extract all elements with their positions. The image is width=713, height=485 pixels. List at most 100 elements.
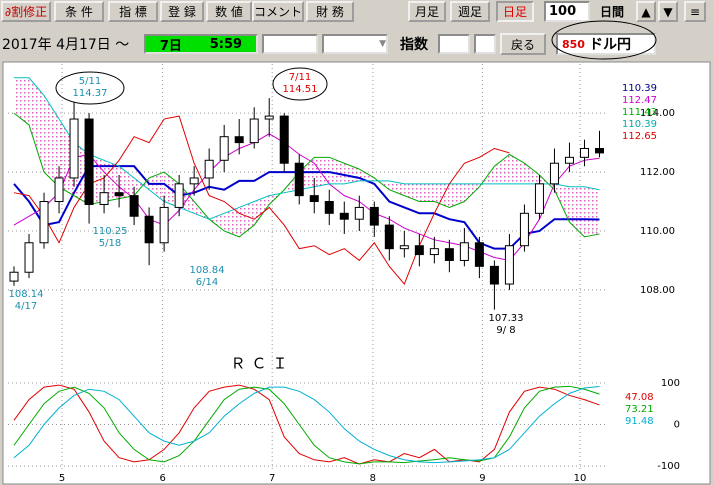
time-field: 7日 5:59 [144, 34, 258, 54]
cloud [569, 186, 585, 237]
candle-body [444, 248, 454, 261]
annotation: 114.51 [283, 84, 318, 95]
candle-body [339, 212, 349, 220]
candle-body [219, 136, 229, 161]
rci-line [13, 385, 600, 465]
x-tick-label: 8 [370, 473, 376, 484]
candle-body [414, 245, 424, 256]
annotation: 107.33 [489, 313, 524, 324]
price-label: 112.47 [622, 95, 657, 106]
candle-body [384, 224, 394, 250]
annotation: 4/17 [15, 301, 37, 312]
candle-body [24, 242, 34, 273]
chart-frame [2, 61, 711, 485]
cloud [464, 183, 480, 202]
arrow-button[interactable]: ▲ [636, 1, 656, 22]
cloud [119, 166, 135, 199]
rci-line [13, 386, 600, 464]
cloud [29, 77, 45, 173]
back-button[interactable]: 戻る [500, 33, 546, 55]
annotation: 110.25 [93, 226, 128, 237]
cloud [344, 163, 360, 184]
kijun-line [13, 165, 600, 250]
candle-body [144, 215, 154, 244]
span-b-line [14, 77, 600, 220]
cloud [509, 154, 525, 184]
lagging-line [13, 115, 510, 285]
candle-body [84, 118, 94, 205]
candle-body [429, 248, 439, 256]
rci-tick-label: 100 [661, 378, 680, 389]
symbol-field: 850 ドル円 [556, 33, 656, 55]
period-button[interactable]: 月足 [408, 1, 446, 22]
cloud [359, 169, 375, 181]
highlight-ellipse [55, 71, 125, 105]
annotation: 6/14 [196, 277, 218, 288]
annotation: 108.84 [190, 265, 225, 276]
cloud [449, 183, 465, 208]
time-part: 5:59 [209, 36, 243, 52]
rci-value-label: 91.48 [625, 416, 654, 427]
toolbar-button[interactable]: ∂割修正 [1, 1, 51, 22]
annotation: 5/11 [79, 76, 101, 87]
x-tick-label: 9 [479, 473, 485, 484]
toolbar-button[interactable]: 数 値 [206, 1, 252, 22]
toolbar-button[interactable]: 条 件 [54, 1, 104, 22]
annotation: 108.14 [9, 289, 44, 300]
cloud [419, 183, 435, 202]
candle-body [399, 245, 409, 250]
toolbar-button[interactable]: 指 標 [108, 1, 158, 22]
candle-body [189, 177, 199, 185]
y-tick-label: 110.00 [640, 226, 675, 237]
candle-body [354, 206, 364, 220]
price-label: 112.65 [622, 131, 657, 142]
cloud [329, 157, 345, 184]
price-label: 110.39 [622, 119, 657, 130]
candle-body [9, 271, 19, 282]
rci-line [13, 384, 600, 465]
cloud [494, 154, 510, 184]
candle-body [204, 159, 214, 179]
toolbar-button[interactable]: コメント [252, 1, 304, 22]
x-tick-label: 6 [159, 473, 165, 484]
period-select[interactable]: 100 [544, 1, 590, 22]
cloud [149, 172, 165, 202]
toolbar-button[interactable]: 財 務 [306, 1, 354, 22]
x-tick-label: 5 [59, 473, 65, 484]
period-button[interactable]: 日足 [496, 1, 534, 22]
candle-body [99, 192, 109, 205]
dropdown[interactable]: ▼ [322, 34, 388, 54]
toolbar-button[interactable]: 登 録 [160, 1, 204, 22]
y-tick-label: 114.00 [640, 108, 675, 119]
price-label: 110.39 [622, 83, 657, 94]
candle-body [534, 183, 544, 214]
candle-body [579, 147, 589, 158]
period-button[interactable]: 週足 [450, 1, 490, 22]
cloud [389, 180, 405, 196]
candle-body [369, 206, 379, 226]
cloud [44, 95, 60, 187]
arrow-button[interactable]: ▼ [658, 1, 678, 22]
highlight-ellipse [551, 20, 657, 60]
candle-body [69, 118, 79, 179]
empty-field [438, 34, 470, 54]
cloud [434, 183, 450, 208]
rci-value-label: 73.21 [625, 404, 654, 415]
index-label: 指数 [392, 34, 436, 54]
arrow-button[interactable]: ≡ [684, 1, 706, 22]
annotation: 9/ 8 [496, 325, 515, 336]
rci-tick-label: 0 [674, 420, 680, 431]
annotation: 114.37 [73, 88, 108, 99]
cloud [554, 183, 570, 223]
candle-body [549, 162, 559, 185]
candle-body [264, 115, 274, 120]
price-label: 111.43 [622, 107, 657, 118]
empty-field [474, 34, 496, 54]
x-tick-label: 10 [574, 473, 587, 484]
candle-body [234, 136, 244, 144]
candle-body [174, 183, 184, 208]
annotation: 5/18 [99, 238, 121, 249]
cloud [14, 77, 30, 125]
candle-body [249, 118, 259, 144]
